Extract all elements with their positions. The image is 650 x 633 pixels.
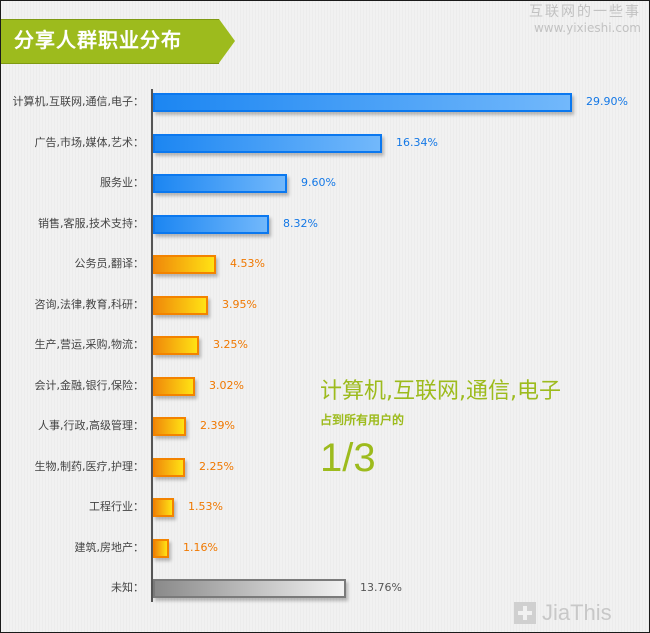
- category-label: 建筑,房地产：: [74, 541, 145, 554]
- value-label: 16.34%: [396, 136, 438, 149]
- logo-text: JiaThis: [542, 600, 612, 625]
- bar-row: 人事,行政,高级管理： 2.39%: [1, 416, 649, 436]
- callout-subtext: 占到所有用户的: [320, 413, 405, 427]
- bar-row: 计算机,互联网,通信,电子： 29.90%: [1, 92, 649, 112]
- bar-row: 咨询,法律,教育,科研： 3.95%: [1, 295, 649, 315]
- category-label: 工程行业：: [89, 500, 144, 513]
- bar-row: 生产,营运,采购,物流： 3.25%: [1, 335, 649, 355]
- bar: [153, 134, 382, 153]
- watermark-title: 互联网的一些事: [529, 4, 641, 20]
- y-axis-line: [151, 89, 153, 602]
- bar: [153, 174, 287, 193]
- category-label: 未知：: [111, 581, 144, 594]
- category-label: 生产,营运,采购,物流：: [34, 338, 145, 351]
- bar-row: 会计,金融,银行,保险： 3.02%: [1, 376, 649, 396]
- value-label: 29.90%: [586, 95, 628, 108]
- category-label: 广告,市场,媒体,艺术：: [34, 136, 145, 149]
- value-label: 1.16%: [183, 541, 218, 554]
- bar: [153, 579, 346, 598]
- category-label: 咨询,法律,教育,科研：: [34, 298, 145, 311]
- bar-row: 生物,制药,医疗,护理： 2.25%: [1, 457, 649, 477]
- category-label: 销售,客服,技术支持：: [38, 217, 144, 230]
- bar: [153, 498, 174, 517]
- value-label: 8.32%: [283, 217, 318, 230]
- bar: [153, 377, 195, 396]
- callout-headline: 计算机,互联网,通信,电子: [320, 379, 561, 404]
- bar: [153, 296, 208, 315]
- bar: [153, 215, 269, 234]
- bar: [153, 539, 169, 558]
- category-label: 服务业：: [100, 176, 144, 189]
- value-label: 3.25%: [213, 338, 248, 351]
- title-banner: [1, 19, 219, 64]
- value-label: 1.53%: [188, 500, 223, 513]
- category-label: 公务员,翻译：: [74, 257, 145, 270]
- watermark-url: www.yixieshi.com: [533, 21, 641, 35]
- bar-row: 建筑,房地产： 1.16%: [1, 538, 649, 558]
- category-label: 生物,制药,医疗,护理：: [34, 460, 145, 473]
- value-label: 2.25%: [199, 460, 234, 473]
- bar: [153, 458, 185, 477]
- jiathis-logo: JiaThis: [514, 601, 612, 625]
- value-label: 3.95%: [222, 298, 257, 311]
- bar: [153, 336, 199, 355]
- site-watermark: 互联网的一些事 www.yixieshi.com: [529, 4, 641, 35]
- bar-row: 未知： 13.76%: [1, 578, 649, 598]
- bar-row: 工程行业： 1.53%: [1, 497, 649, 517]
- category-label: 人事,行政,高级管理：: [38, 419, 144, 432]
- value-label: 3.02%: [209, 379, 244, 392]
- bar: [153, 93, 572, 112]
- value-label: 2.39%: [200, 419, 235, 432]
- bar-row: 销售,客服,技术支持： 8.32%: [1, 214, 649, 234]
- callout-annotation: 计算机,互联网,通信,电子 占到所有用户的 1/3: [320, 378, 561, 480]
- bar-row: 公务员,翻译： 4.53%: [1, 254, 649, 274]
- bar: [153, 417, 186, 436]
- banner-arrow-tip: [219, 19, 235, 63]
- bar: [153, 255, 216, 274]
- bar-row: 广告,市场,媒体,艺术： 16.34%: [1, 133, 649, 153]
- category-label: 计算机,互联网,通信,电子：: [12, 95, 145, 108]
- value-label: 9.60%: [301, 176, 336, 189]
- value-label: 4.53%: [230, 257, 265, 270]
- category-label: 会计,金融,银行,保险：: [34, 379, 145, 392]
- bar-row: 服务业： 9.60%: [1, 173, 649, 193]
- chart-title: 分享人群职业分布: [14, 28, 182, 52]
- callout-fraction: 1/3: [320, 436, 376, 480]
- value-label: 13.76%: [360, 581, 402, 594]
- plus-square-icon: [514, 602, 536, 624]
